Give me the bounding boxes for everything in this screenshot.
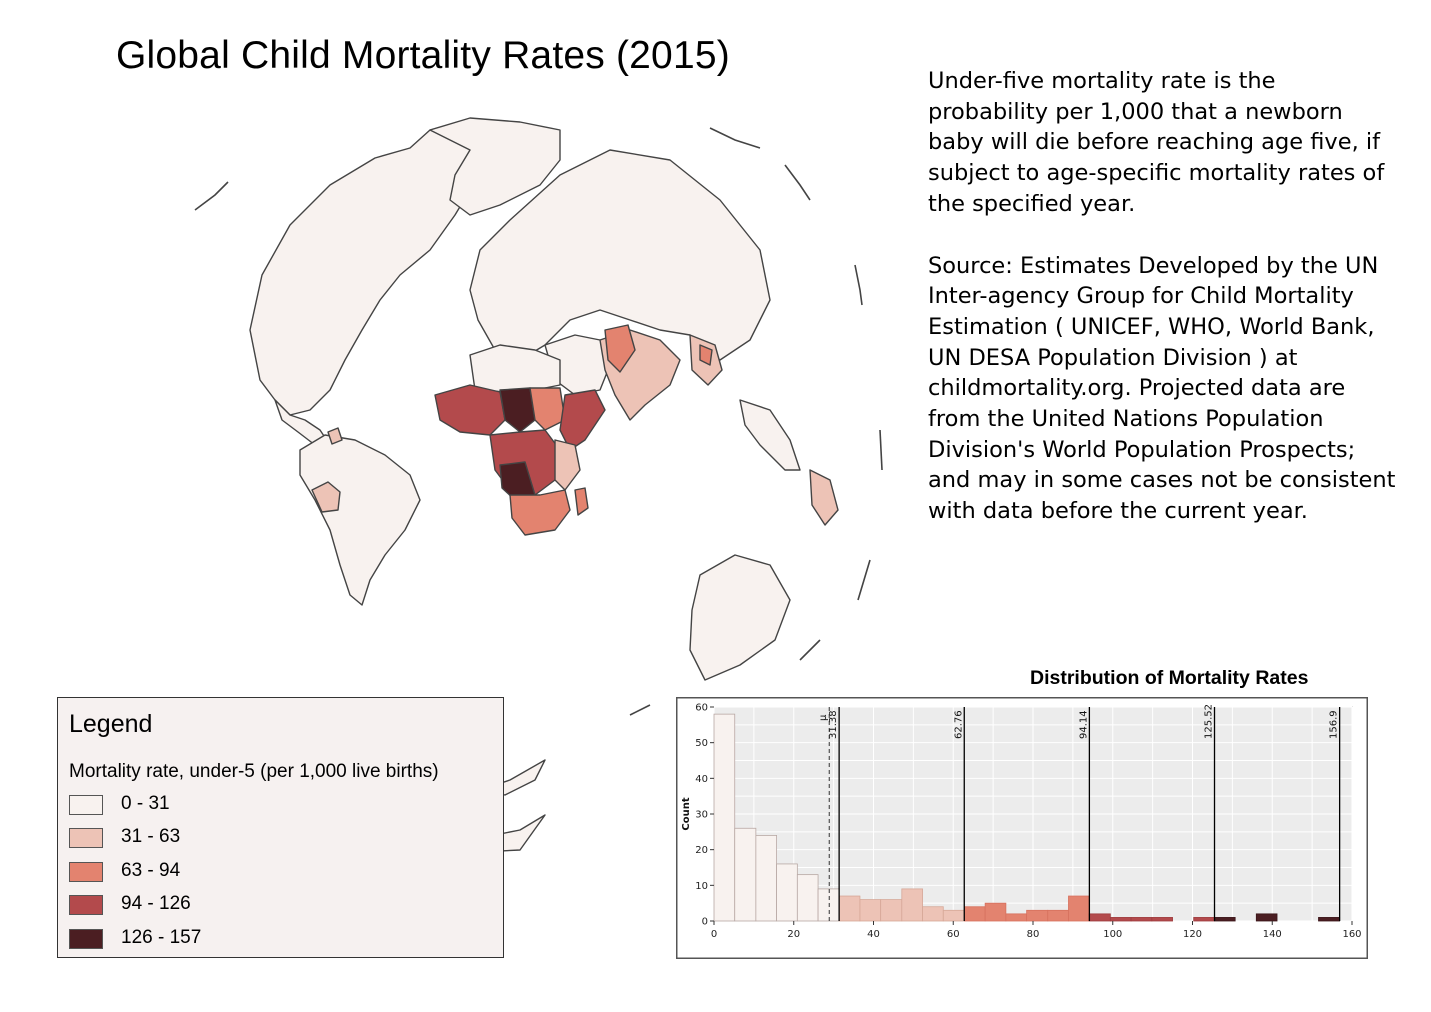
region-greenland: [429, 117, 561, 216]
region-north-america: [249, 119, 501, 416]
histogram-bar-5: [817, 888, 840, 922]
region-horn-of-africa: [559, 389, 606, 451]
histogram-bar-0: [713, 713, 736, 922]
region-bolivia: [311, 481, 341, 513]
region-madagascar: [574, 487, 589, 516]
x-tick-label-0: 0: [711, 929, 717, 940]
histogram-bar-13: [984, 902, 1007, 922]
class-break-label-4: 156.9: [1329, 710, 1340, 739]
histogram-bar-12: [964, 906, 986, 922]
x-tick-label-6: 120: [1183, 929, 1202, 940]
histogram-bar-16: [1047, 909, 1069, 922]
histogram-bar-29: [1318, 917, 1341, 922]
histogram-y-axis-label: Count: [681, 797, 692, 830]
histogram-bar-19: [1109, 917, 1132, 922]
histogram-bar-8: [880, 899, 903, 922]
class-break-label-0: 31.38: [828, 710, 839, 739]
region-southern-africa: [509, 489, 571, 536]
y-tick-label-5: 50: [695, 738, 708, 749]
histogram-bar-26: [1255, 913, 1278, 922]
x-tick-label-8: 160: [1342, 929, 1361, 940]
region-laos: [699, 344, 713, 366]
legend-swatch-4: [69, 929, 103, 949]
x-tick-label-2: 40: [867, 929, 880, 940]
legend-panel: Legend Mortality rate, under-5 (per 1,00…: [57, 697, 504, 958]
region-sudan: [529, 387, 566, 431]
region-pakistan-afghanistan: [604, 324, 636, 373]
class-break-label-2: 94.14: [1078, 710, 1089, 739]
legend-swatch-3: [69, 895, 103, 915]
legend-label-0: 0 - 31: [121, 793, 170, 814]
x-tick-label-5: 100: [1103, 929, 1122, 940]
region-indonesia: [739, 399, 801, 471]
definition-text: Under-five mortality rate is the probabi…: [928, 68, 1385, 217]
y-tick-label-4: 40: [695, 774, 708, 785]
histogram-bar-6: [838, 895, 861, 922]
y-tick-label-3: 30: [695, 810, 708, 821]
histogram-bar-7: [859, 899, 882, 922]
region-east-africa: [554, 439, 581, 491]
histogram-bar-17: [1068, 895, 1090, 922]
histogram-bar-9: [901, 888, 923, 922]
histogram-bar-21: [1151, 917, 1173, 922]
histogram-bar-14: [1005, 913, 1028, 922]
histogram-bar-20: [1130, 917, 1153, 922]
mean-label: μ: [818, 714, 829, 721]
region-west-africa: [434, 384, 506, 436]
histogram-bar-15: [1026, 909, 1049, 922]
legend-label-2: 63 - 94: [121, 860, 181, 881]
histogram-chart: 31.38 62.76 94.14 125.52 156.9μ0 20 40 60 80 100 1…: [676, 697, 1368, 959]
histogram-bar-10: [922, 906, 944, 922]
histogram-bar-23: [1193, 917, 1215, 922]
x-tick-label-1: 20: [787, 929, 800, 940]
x-tick-label-4: 80: [1027, 929, 1040, 940]
x-tick-label-3: 60: [947, 929, 960, 940]
histogram-bar-1: [734, 827, 757, 922]
region-sahel: [499, 387, 536, 433]
source-text: Source: Estimates Developed by the UN In…: [928, 252, 1396, 525]
histogram-bar-4: [796, 874, 819, 922]
map-title: Global Child Mortality Rates (2015): [116, 34, 730, 77]
region-papua: [809, 469, 839, 526]
region-south-america: [299, 434, 421, 606]
legend-label-1: 31 - 63: [121, 826, 181, 847]
histogram-bar-24: [1214, 917, 1236, 922]
y-tick-label-1: 10: [695, 881, 708, 892]
histogram-title: Distribution of Mortality Rates: [1030, 667, 1309, 689]
legend-swatch-1: [69, 828, 103, 848]
legend-swatch-2: [69, 862, 103, 882]
histogram-bar-11: [942, 909, 965, 922]
legend-label-4: 126 - 157: [121, 927, 202, 948]
legend-swatch-0: [69, 795, 103, 815]
y-tick-label-0: 0: [702, 917, 708, 928]
legend-title: Legend: [69, 710, 153, 738]
class-break-label-1: 62.76: [953, 710, 964, 739]
histogram-bar-2: [755, 834, 778, 922]
y-tick-label-2: 20: [695, 845, 708, 856]
map-description: Under-five mortality rate is the probabi…: [928, 66, 1398, 527]
x-tick-label-7: 140: [1263, 929, 1282, 940]
region-australia: [689, 554, 791, 681]
legend-subtitle: Mortality rate, under-5 (per 1,000 live …: [69, 761, 439, 782]
region-guyana: [327, 427, 343, 445]
histogram-bar-18: [1088, 913, 1111, 922]
y-tick-label-6: 60: [695, 703, 708, 714]
histogram-bar-3: [776, 863, 798, 922]
legend-label-3: 94 - 126: [121, 893, 191, 914]
class-break-label-3: 125.52: [1204, 704, 1215, 739]
